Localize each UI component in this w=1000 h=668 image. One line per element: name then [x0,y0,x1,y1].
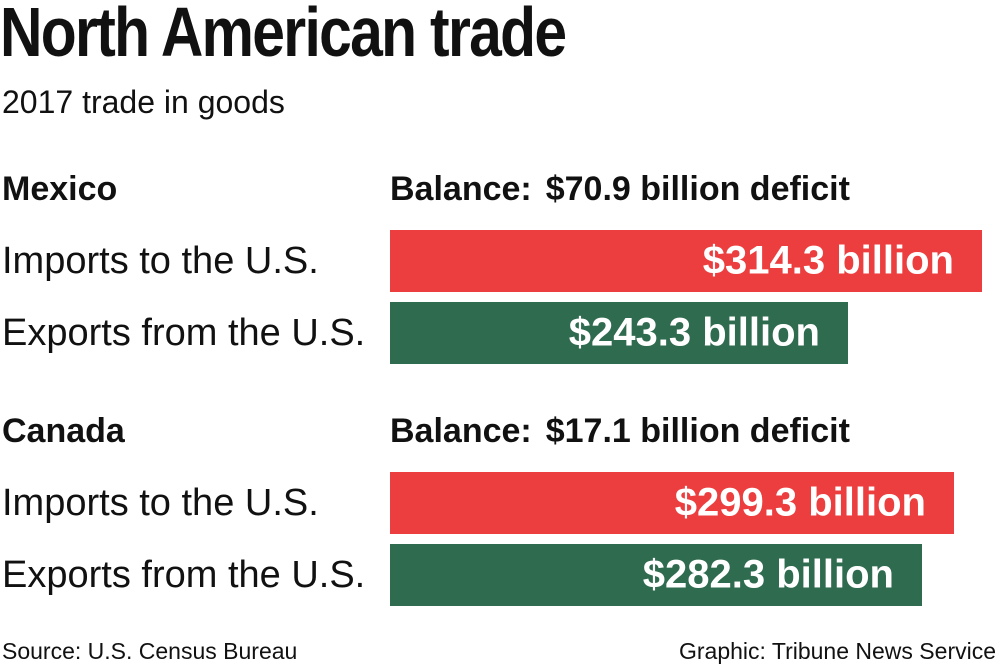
bar-value-label: $243.3 billion [568,310,820,355]
balance-line-canada: Balance: $17.1 billion deficit [390,412,850,451]
imports-bar-canada: $299.3 billion [390,472,954,534]
country-label-mexico: Mexico [2,170,118,208]
source-note: Source: U.S. Census Bureau [2,638,298,664]
balance-label: Balance: [390,170,532,208]
imports-bar-mexico: $314.3 billion [390,230,982,292]
graphic-credit: Graphic: Tribune News Service [678,638,996,664]
exports-bar-canada: $282.3 billion [390,544,922,606]
exports-bar-mexico: $243.3 billion [390,302,848,364]
bar-value-label: $299.3 billion [674,480,926,525]
imports-row-label: Imports to the U.S. [2,482,319,524]
balance-line-mexico: Balance: $70.9 billion deficit [390,170,850,209]
chart-title: North American trade [0,0,567,71]
bar-value-label: $282.3 billion [642,552,894,597]
exports-row-label: Exports from the U.S. [2,312,366,354]
balance-value: $17.1 billion deficit [545,412,850,450]
chart-subtitle: 2017 trade in goods [2,84,285,120]
bar-value-label: $314.3 billion [702,238,954,283]
balance-label: Balance: [390,412,532,450]
imports-row-label: Imports to the U.S. [2,240,319,282]
country-label-canada: Canada [2,412,125,450]
balance-value: $70.9 billion deficit [545,170,850,208]
exports-row-label: Exports from the U.S. [2,554,366,596]
